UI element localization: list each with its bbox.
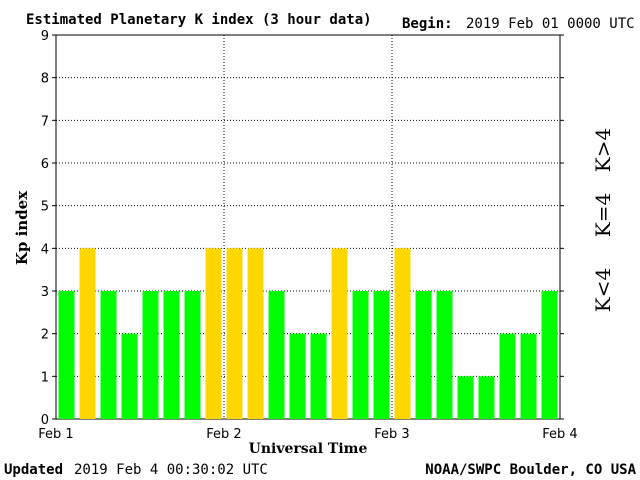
x-axis-ticks: Feb 1 Feb 2 Feb 3 Feb 4 <box>38 427 577 442</box>
kp-bar <box>121 333 138 419</box>
kp-bar <box>352 291 369 419</box>
kp-bar <box>184 291 201 419</box>
kp-bar <box>289 333 306 419</box>
grid-lines <box>56 35 560 419</box>
y-tick-label: 2 <box>41 328 49 343</box>
bar-series <box>58 248 558 419</box>
legend-mid: K=4 <box>591 193 615 237</box>
y-tick-label: 0 <box>41 413 49 428</box>
y-tick-label: 1 <box>41 370 49 385</box>
kp-bar <box>268 291 285 419</box>
kp-bar <box>415 291 432 419</box>
y-tick-label: 7 <box>41 114 49 129</box>
plot-area <box>55 34 561 420</box>
x-axis-label: Universal Time <box>249 441 368 457</box>
y-tick-label: 9 <box>41 29 49 44</box>
x-tick-label: Feb 3 <box>374 427 409 442</box>
kp-bar <box>478 376 495 419</box>
y-tick-label: 5 <box>41 200 49 215</box>
kp-bar <box>394 248 411 419</box>
begin-label: Begin: <box>402 16 453 32</box>
kp-bar <box>310 333 327 419</box>
kp-bar <box>457 376 474 419</box>
kp-bar <box>247 248 264 419</box>
kp-bar <box>142 291 159 419</box>
kp-bar <box>436 291 453 419</box>
y-tick-label: 8 <box>41 72 49 87</box>
y-tick-label: 4 <box>41 242 49 257</box>
y-tick-label: 3 <box>41 285 49 300</box>
y-axis-label: Kp index <box>13 190 31 265</box>
legend-high: K>4 <box>591 128 615 172</box>
x-tick-label: Feb 1 <box>38 427 73 442</box>
x-tick-label: Feb 4 <box>542 427 577 442</box>
legend-low: K<4 <box>591 268 615 312</box>
updated-label: Updated <box>4 462 63 478</box>
begin-value: 2019 Feb 01 0000 UTC <box>466 16 635 32</box>
kp-bar <box>373 291 390 419</box>
x-tick-label: Feb 2 <box>206 427 241 442</box>
kp-bar <box>79 248 96 419</box>
kp-bar <box>520 333 537 419</box>
kp-bar <box>100 291 117 419</box>
kp-bar <box>205 248 222 419</box>
kp-bar <box>499 333 516 419</box>
kp-bar <box>58 291 75 419</box>
chart-title: Estimated Planetary K index (3 hour data… <box>26 12 372 28</box>
y-axis-ticks: 0 1 2 3 4 5 6 7 8 9 <box>41 29 564 428</box>
kp-bar <box>163 291 180 419</box>
kp-bar <box>226 248 243 419</box>
kp-bar <box>331 248 348 419</box>
kp-bar <box>541 291 558 419</box>
updated-value: 2019 Feb 4 00:30:02 UTC <box>74 462 268 478</box>
y-tick-label: 6 <box>41 157 49 172</box>
source-credit: NOAA/SWPC Boulder, CO USA <box>425 462 636 478</box>
